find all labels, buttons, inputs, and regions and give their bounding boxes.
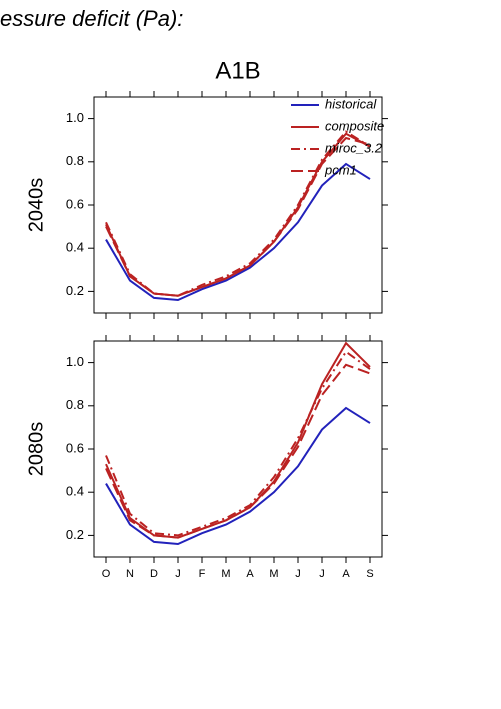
y-tick-label: 0.6 (66, 196, 84, 211)
x-tick-label: A (246, 568, 254, 580)
x-tick-label: J (319, 568, 325, 580)
y-tick-label: 0.8 (66, 153, 84, 168)
y-tick-label: 1.0 (66, 110, 84, 125)
y-tick-label: 0.2 (66, 527, 84, 542)
y-axis-label: 2080s (25, 422, 47, 477)
legend-label: miroc_3.2 (325, 140, 383, 155)
x-tick-label: J (175, 568, 181, 580)
x-tick-label: M (269, 568, 278, 580)
page-title: essure deficit (Pa): (0, 6, 183, 31)
x-tick-label: J (295, 568, 301, 580)
x-tick-label: A (342, 568, 350, 580)
panel-title: A1B (215, 57, 260, 84)
x-tick-label: N (126, 568, 134, 580)
y-tick-label: 1.0 (66, 354, 84, 369)
series-line (105, 162, 371, 302)
x-tick-label: M (221, 568, 230, 580)
legend-label: historical (325, 96, 377, 111)
y-tick-label: 0.2 (66, 283, 84, 298)
y-tick-label: 0.4 (66, 484, 84, 499)
y-tick-label: 0.6 (66, 440, 84, 455)
legend-label: pcm1 (324, 162, 357, 177)
x-tick-label: D (150, 568, 158, 580)
series-line (105, 350, 371, 537)
legend-label: composite (325, 118, 384, 133)
series-line (105, 341, 371, 539)
series-line (105, 136, 371, 297)
y-tick-label: 0.4 (66, 240, 84, 255)
y-tick-label: 0.8 (66, 397, 84, 412)
x-tick-label: S (366, 568, 373, 580)
x-tick-label: O (102, 568, 111, 580)
y-axis-label: 2040s (25, 178, 47, 233)
series-line (105, 363, 371, 539)
series-line (105, 406, 371, 546)
x-tick-label: F (199, 568, 206, 580)
